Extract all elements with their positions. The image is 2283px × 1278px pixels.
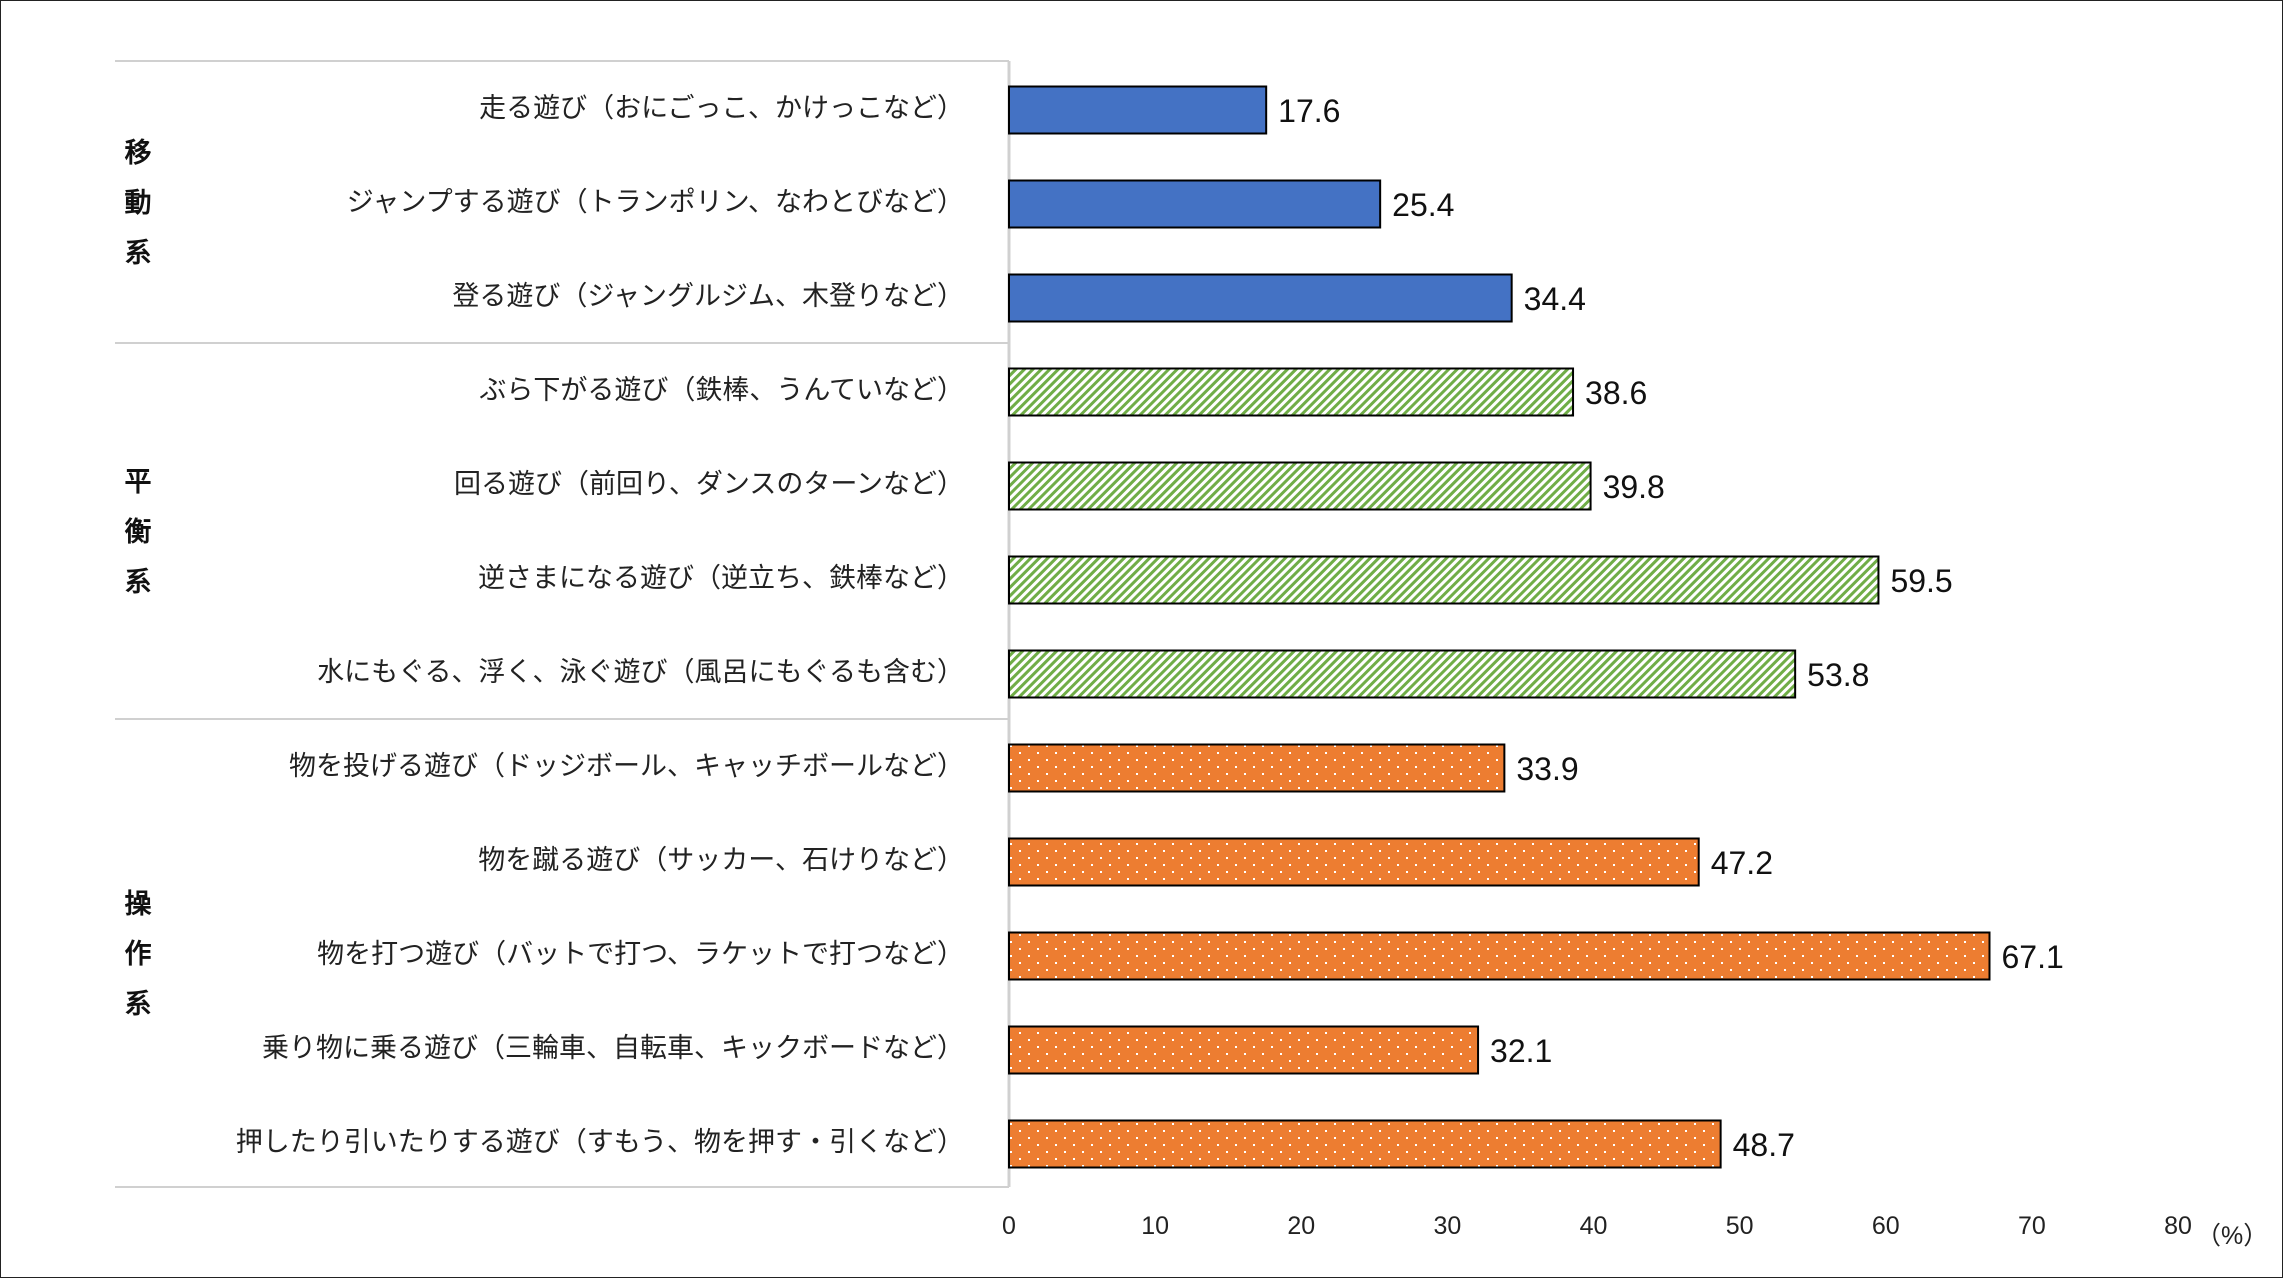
category-label: 登る遊び（ジャングルジム、木登りなど） [452,281,964,312]
bar [1008,85,1268,135]
x-tick-label: 80 [2164,1212,2192,1240]
bar [1008,931,1991,981]
x-tick-label: 10 [1141,1212,1169,1240]
category-label: 物を投げる遊び（ドッジボール、キャッチボールなど） [289,751,964,782]
bar [1008,367,1575,417]
bar [1008,837,1700,887]
bar [1008,555,1880,605]
category-label: ジャンプする遊び（トランポリン、なわとびなど） [347,187,964,218]
data-label: 48.7 [1733,1127,1795,1163]
x-tick-label: 70 [2018,1212,2046,1240]
data-label: 33.9 [1516,751,1578,787]
data-label: 47.2 [1711,845,1773,881]
group-label: 移動系 [125,138,152,269]
category-label: 逆さまになる遊び（逆立ち、鉄棒など） [478,563,964,594]
x-axis: 0 10 20 30 40 50 60 70 80 （%） [1002,1212,2268,1250]
data-label: 25.4 [1392,187,1454,223]
x-axis-unit: （%） [2196,1222,2268,1250]
x-tick-label: 40 [1580,1212,1608,1240]
bar [1008,1025,1480,1075]
data-label: 34.4 [1524,281,1586,317]
group-label: 平衡系 [125,467,152,598]
x-tick-label: 0 [1002,1212,1016,1240]
data-label: 59.5 [1890,563,1952,599]
category-label: 押したり引いたりする遊び（すもう、物を押す・引くなど） [236,1127,964,1158]
data-label: 53.8 [1807,657,1869,693]
category-label: 乗り物に乗る遊び（三輪車、自転車、キックボードなど） [262,1033,964,1064]
x-tick-label: 60 [1872,1212,1900,1240]
x-tick-label: 30 [1433,1212,1461,1240]
bar [1008,649,1797,699]
data-label: 67.1 [2001,939,2063,975]
bar [1008,743,1506,793]
data-label: 17.6 [1278,93,1340,129]
category-label: ぶら下がる遊び（鉄棒、うんていなど） [479,375,964,406]
category-label: 走る遊び（おにごっこ、かけっこなど） [479,93,964,124]
data-label: 39.8 [1603,469,1665,505]
group-label: 操作系 [125,889,152,1020]
bars: 17.6 25.4 34.4 38.6 39.8 59.5 53.8 33.9 47.2 67.1… [1008,85,2064,1169]
x-tick-label: 20 [1287,1212,1315,1240]
bar [1008,1119,1722,1169]
x-tick-label: 50 [1726,1212,1754,1240]
bar [1008,461,1592,511]
bar [1008,273,1513,323]
category-label: 水にもぐる、浮く、泳ぐ遊び（風呂にもぐるも含む） [317,657,964,688]
category-table: 走る遊び（おにごっこ、かけっこなど） ジャンプする遊び（トランポリン、なわとびなど… [115,60,1011,1188]
data-label: 38.6 [1585,375,1647,411]
bar [1008,179,1382,229]
category-label: 物を蹴る遊び（サッカー、石けりなど） [478,845,964,876]
category-label: 回る遊び（前回り、ダンスのターンなど） [454,469,964,500]
category-label: 物を打つ遊び（バットで打つ、ラケットで打つなど） [317,939,964,970]
data-label: 32.1 [1490,1033,1552,1069]
